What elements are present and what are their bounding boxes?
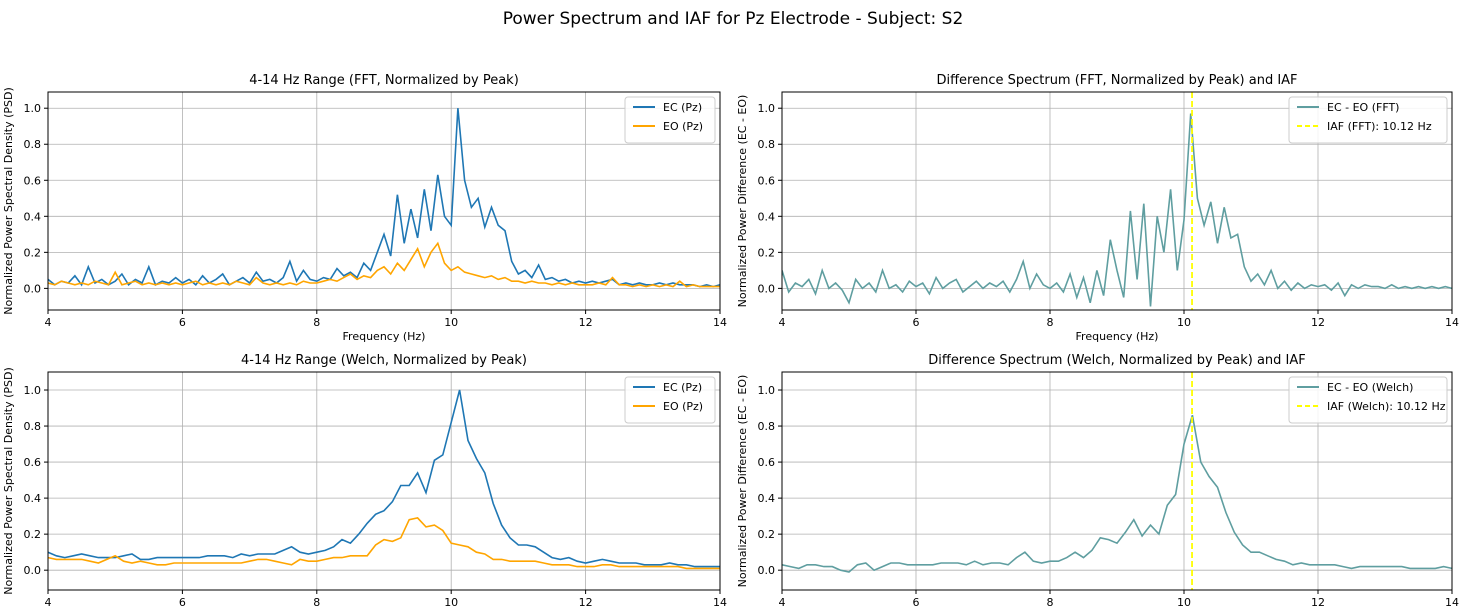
x-tick-label: 8 xyxy=(1047,316,1054,329)
y-tick-label: 0.2 xyxy=(758,528,776,541)
x-tick-label: 10 xyxy=(444,316,458,329)
legend-label: EC (Pz) xyxy=(663,381,702,394)
legend: EC - EO (FFT) IAF (FFT): 10.12 Hz xyxy=(1289,97,1447,143)
subplot-title: 4-14 Hz Range (Welch, Normalized by Peak… xyxy=(241,353,527,368)
subplot-4: Difference Spectrum (Welch, Normalized b… xyxy=(736,353,1459,609)
x-axis-label: Frequency (Hz) xyxy=(343,330,426,343)
x-tick-label: 4 xyxy=(779,596,786,609)
y-axis-label: Normalized Power Difference (EC - EO) xyxy=(736,375,749,588)
y-tick-label: 0.6 xyxy=(24,456,42,469)
x-tick-label: 14 xyxy=(713,596,727,609)
subplot-title: 4-14 Hz Range (FFT, Normalized by Peak) xyxy=(249,73,519,88)
y-tick-label: 0.8 xyxy=(24,138,42,151)
legend-label: IAF (Welch): 10.12 Hz xyxy=(1327,400,1446,413)
subplot-title: Difference Spectrum (Welch, Normalized b… xyxy=(928,353,1306,368)
axes-frame xyxy=(48,92,720,310)
legend: EC (Pz) EO (Pz) xyxy=(625,377,715,423)
y-tick-label: 0.2 xyxy=(758,246,776,259)
legend-label: EO (Pz) xyxy=(663,120,703,133)
y-tick-label: 0.4 xyxy=(24,492,42,505)
x-tick-label: 4 xyxy=(45,596,52,609)
y-tick-label: 0.6 xyxy=(758,456,776,469)
x-tick-label: 12 xyxy=(579,316,593,329)
y-axis-label: Normalized Power Spectral Density (PSD) xyxy=(2,367,15,595)
legend-label: EC - EO (FFT) xyxy=(1327,101,1399,114)
series-line-ec-pz- xyxy=(48,108,720,286)
x-tick-label: 6 xyxy=(913,596,920,609)
x-axis-label: Frequency (Hz) xyxy=(1076,330,1159,343)
legend-label: EO (Pz) xyxy=(663,400,703,413)
y-tick-label: 0.6 xyxy=(24,174,42,187)
x-tick-label: 12 xyxy=(1311,316,1325,329)
x-tick-label: 14 xyxy=(1445,316,1459,329)
y-tick-label: 0.6 xyxy=(758,174,776,187)
axes-frame xyxy=(48,372,720,590)
legend-label: IAF (FFT): 10.12 Hz xyxy=(1327,120,1432,133)
y-tick-label: 0.0 xyxy=(758,564,776,577)
series-line-eo-pz- xyxy=(48,518,720,569)
legend-label: EC - EO (Welch) xyxy=(1327,381,1413,394)
x-tick-label: 14 xyxy=(1445,596,1459,609)
y-tick-label: 0.4 xyxy=(758,492,776,505)
y-tick-label: 0.0 xyxy=(758,282,776,295)
x-tick-label: 12 xyxy=(1311,596,1325,609)
x-tick-label: 14 xyxy=(713,316,727,329)
x-tick-label: 8 xyxy=(313,316,320,329)
y-tick-label: 0.2 xyxy=(24,246,42,259)
y-tick-label: 1.0 xyxy=(24,102,42,115)
subplot-3: 4-14 Hz Range (Welch, Normalized by Peak… xyxy=(2,353,727,609)
y-axis-label: Normalized Power Spectral Density (PSD) xyxy=(2,87,15,315)
x-tick-label: 12 xyxy=(579,596,593,609)
y-axis-label: Normalized Power Difference (EC - EO) xyxy=(736,95,749,308)
y-tick-label: 0.8 xyxy=(758,420,776,433)
y-tick-label: 0.0 xyxy=(24,282,42,295)
x-tick-label: 10 xyxy=(444,596,458,609)
y-tick-label: 0.8 xyxy=(24,420,42,433)
figure-title: Power Spectrum and IAF for Pz Electrode … xyxy=(503,9,964,29)
y-tick-label: 0.0 xyxy=(24,564,42,577)
x-tick-label: 4 xyxy=(779,316,786,329)
legend: EC (Pz) EO (Pz) xyxy=(625,97,715,143)
x-tick-label: 8 xyxy=(313,596,320,609)
y-tick-label: 1.0 xyxy=(24,384,42,397)
y-tick-label: 0.8 xyxy=(758,138,776,151)
y-tick-label: 0.2 xyxy=(24,528,42,541)
y-tick-label: 0.4 xyxy=(758,210,776,223)
legend: EC - EO (Welch) IAF (Welch): 10.12 Hz xyxy=(1289,377,1447,423)
legend-label: EC (Pz) xyxy=(663,101,702,114)
x-tick-label: 4 xyxy=(45,316,52,329)
x-tick-label: 6 xyxy=(179,316,186,329)
y-tick-label: 1.0 xyxy=(758,384,776,397)
x-tick-label: 10 xyxy=(1177,596,1191,609)
y-tick-label: 1.0 xyxy=(758,102,776,115)
y-tick-label: 0.4 xyxy=(24,210,42,223)
x-tick-label: 6 xyxy=(913,316,920,329)
x-tick-label: 6 xyxy=(179,596,186,609)
subplot-2: Difference Spectrum (FFT, Normalized by … xyxy=(736,73,1459,343)
subplot-1: 4-14 Hz Range (FFT, Normalized by Peak) 4… xyxy=(2,73,727,343)
series-line-ec-eo-welch- xyxy=(782,415,1452,572)
subplot-title: Difference Spectrum (FFT, Normalized by … xyxy=(936,73,1297,88)
x-tick-label: 8 xyxy=(1047,596,1054,609)
x-tick-label: 10 xyxy=(1177,316,1191,329)
